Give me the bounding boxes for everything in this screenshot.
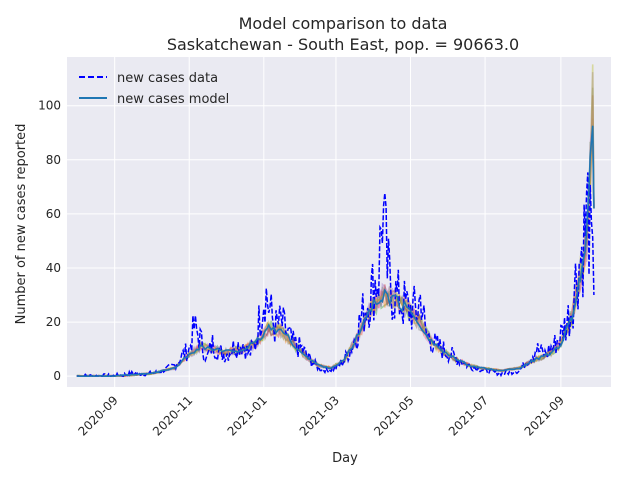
y-tick-label: 0 [53, 369, 61, 383]
y-tick-label: 80 [46, 153, 61, 167]
chart-subtitle: Saskatchewan - South East, pop. = 90663.… [167, 35, 519, 54]
plot-area [67, 57, 611, 387]
series-lines [76, 125, 595, 378]
y-tick-label: 40 [46, 261, 61, 275]
y-tick-label: 60 [46, 207, 61, 221]
legend: new cases data new cases model [79, 71, 229, 107]
y-tick-label: 20 [46, 315, 61, 329]
chart-title: Model comparison to data [239, 14, 448, 33]
y-tick-label: 100 [38, 99, 61, 113]
legend-label-model: new cases model [117, 92, 229, 107]
y-axis-label: Number of new cases reported [14, 124, 29, 325]
x-axis-label: Day [332, 451, 358, 466]
series-line-new-cases-model [76, 125, 595, 377]
y-axis: 0 20 40 60 80 100 [38, 99, 61, 383]
legend-label-data: new cases data [117, 71, 218, 86]
